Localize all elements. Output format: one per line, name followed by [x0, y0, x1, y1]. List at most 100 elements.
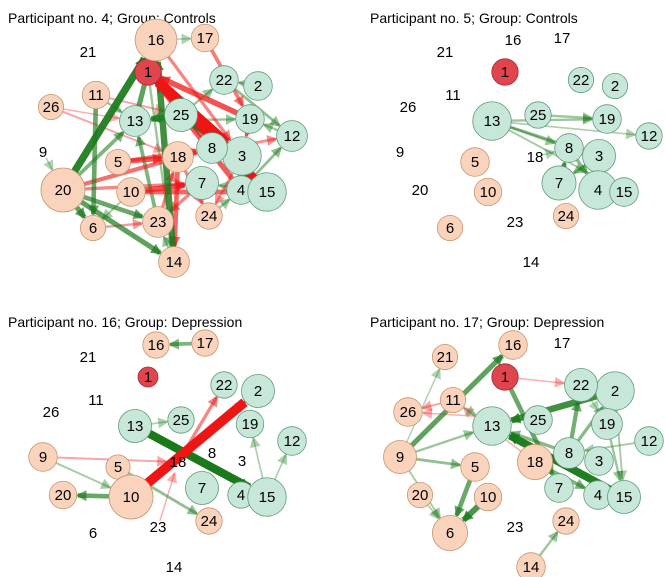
- node-20: 20: [406, 481, 434, 509]
- node-label: 7: [198, 480, 206, 497]
- node-label: 15: [616, 184, 633, 201]
- node-24: 24: [552, 507, 580, 535]
- node-circle: [524, 101, 552, 129]
- node-13: 13: [118, 409, 152, 443]
- node-label: 12: [284, 433, 301, 450]
- edge-15-to-19: [249, 436, 266, 486]
- node-2: 2: [241, 374, 275, 408]
- node-18: 18: [527, 149, 544, 166]
- node-label: 8: [208, 445, 216, 462]
- node-5: 5: [460, 147, 490, 177]
- node-circle: [473, 177, 503, 207]
- node-circle: [383, 440, 417, 474]
- node-label: 2: [254, 383, 262, 400]
- node-circle: [116, 177, 146, 207]
- node-circle: [134, 18, 178, 62]
- node-label: 14: [166, 254, 183, 271]
- node-circle: [491, 363, 519, 391]
- node-circle: [195, 507, 223, 535]
- node-19: 19: [235, 409, 265, 439]
- node-23: 23: [150, 519, 167, 536]
- panel-title: Participant no. 4; Group: Controls: [8, 10, 216, 26]
- node-label: 3: [595, 148, 603, 165]
- node-label: 22: [573, 377, 590, 394]
- edge-13-to-12: [503, 121, 638, 140]
- node-label: 4: [237, 182, 245, 199]
- node-label: 25: [173, 412, 190, 429]
- node-label: 6: [446, 220, 454, 237]
- node-label: 25: [530, 107, 547, 124]
- node-label: 21: [80, 44, 97, 61]
- node-6: 6: [79, 214, 107, 242]
- node-circle: [158, 246, 190, 278]
- node-circle: [209, 65, 239, 95]
- node-circle: [190, 23, 220, 53]
- node-label: 25: [173, 107, 190, 124]
- node-label: 13: [127, 113, 144, 130]
- node-label: 4: [594, 182, 602, 199]
- node-label: 23: [150, 519, 167, 536]
- edge-20-to-13: [71, 130, 125, 183]
- edge-20-to-16: [66, 56, 148, 181]
- node-9: 9: [396, 144, 404, 161]
- node-label: 8: [208, 140, 216, 157]
- node-circle: [142, 206, 174, 238]
- node-circle: [247, 172, 287, 212]
- node-label: 26: [43, 99, 60, 116]
- node-8: 8: [554, 133, 584, 163]
- node-26: 26: [400, 99, 417, 116]
- edge-5-to-6: [454, 474, 475, 518]
- node-26: 26: [43, 404, 60, 421]
- node-16: 16: [498, 330, 528, 360]
- node-circle: [431, 343, 459, 371]
- node-circle: [473, 482, 503, 512]
- node-label: 1: [501, 369, 509, 386]
- node-24: 24: [552, 202, 580, 230]
- node-3: 3: [222, 136, 262, 176]
- node-11: 11: [81, 80, 111, 110]
- node-circle: [118, 409, 152, 443]
- node-label: 21: [437, 44, 454, 61]
- node-label: 25: [530, 412, 547, 429]
- node-label: 4: [594, 487, 602, 504]
- node-label: 9: [396, 449, 404, 466]
- node-circle: [81, 80, 111, 110]
- node-circle: [79, 214, 107, 242]
- node-circle: [40, 167, 86, 213]
- node-circle: [431, 515, 468, 552]
- node-label: 24: [558, 208, 575, 225]
- node-label: 10: [123, 184, 140, 201]
- node-21: 21: [437, 44, 454, 61]
- node-label: 1: [501, 64, 509, 81]
- edge-11-to-25: [103, 95, 167, 115]
- node-5: 5: [104, 148, 132, 176]
- node-circle: [241, 374, 275, 408]
- node-label: 9: [396, 144, 404, 161]
- node-2: 2: [595, 371, 635, 411]
- node-3: 3: [584, 446, 614, 476]
- node-label: 17: [554, 30, 571, 47]
- node-label: 17: [197, 335, 214, 352]
- node-9: 9: [39, 144, 47, 161]
- node-8: 8: [196, 132, 228, 164]
- node-1: 1: [491, 363, 519, 391]
- node-21: 21: [80, 349, 97, 366]
- node-10: 10: [116, 177, 146, 207]
- node-label: 14: [523, 559, 540, 576]
- node-1: 1: [491, 58, 519, 86]
- node-5: 5: [105, 454, 131, 480]
- node-label: 23: [507, 519, 524, 536]
- node-label: 16: [148, 32, 165, 49]
- node-circle: [635, 122, 663, 150]
- node-label: 7: [555, 480, 563, 497]
- node-16: 16: [142, 331, 170, 359]
- node-label: 5: [471, 154, 479, 171]
- node-3: 3: [582, 139, 616, 173]
- node-7: 7: [185, 471, 219, 505]
- node-circle: [28, 442, 58, 472]
- node-14: 14: [523, 254, 540, 271]
- node-label: 26: [400, 99, 417, 116]
- node-label: 11: [88, 392, 104, 409]
- node-label: 9: [39, 449, 47, 466]
